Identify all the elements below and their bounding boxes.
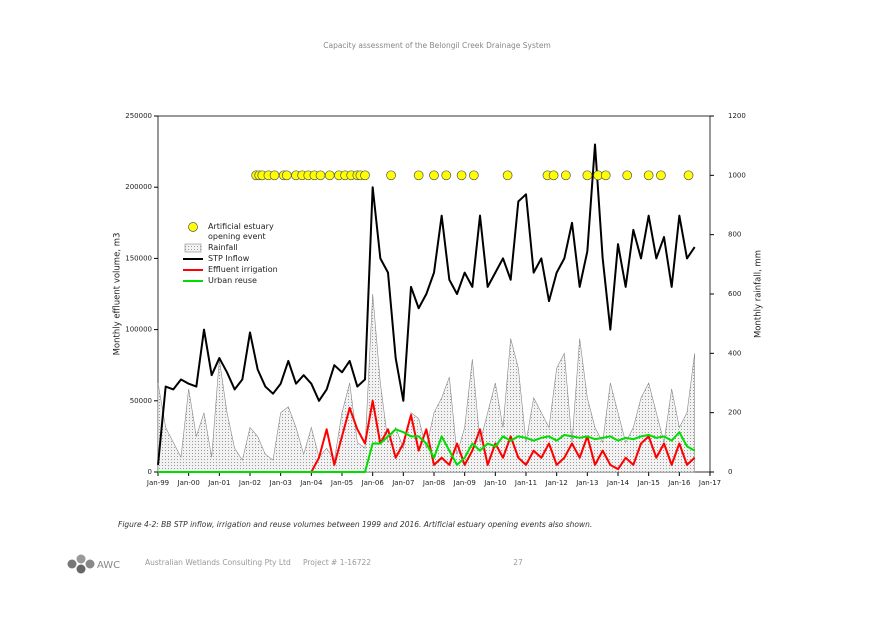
- event-marker: [360, 170, 370, 181]
- event-marker: [441, 170, 452, 181]
- x-tick-label: Jan-99: [146, 479, 169, 487]
- y-tick-label: 250000: [125, 112, 152, 120]
- page-number: 27: [513, 558, 523, 567]
- x-tick-label: Jan-14: [606, 479, 630, 487]
- event-marker: [413, 170, 424, 181]
- legend-item: Rainfall: [182, 243, 294, 253]
- company: Australian Wetlands Consulting Pty Ltd: [145, 558, 291, 567]
- event-marker: [269, 170, 280, 181]
- plot-area: 0 50000 100000 150000 200000 250000 0 200 400 600…: [125, 112, 746, 487]
- x-tick-label: Jan-05: [330, 479, 353, 487]
- caption: Figure 4-2: BB STP inflow, irrigation an…: [118, 520, 592, 529]
- y2-tick-label: 400: [728, 349, 741, 357]
- x-tick-label: Jan-04: [299, 479, 323, 487]
- event-marker: [502, 170, 513, 181]
- event-marker: [429, 170, 439, 181]
- project: Project # 1-16722: [303, 558, 371, 567]
- event-marker: [324, 170, 335, 181]
- x-tick-label: Jan-00: [177, 479, 200, 487]
- legend-label: STP Inflow: [208, 254, 250, 263]
- event-marker: [561, 170, 571, 181]
- rainfall-area: [157, 293, 695, 473]
- x-tick-label: Jan-08: [422, 479, 445, 487]
- y2-tick-label: 0: [728, 468, 732, 476]
- x-tick-label: Jan-03: [269, 479, 292, 487]
- logo: [67, 554, 95, 574]
- x-tick-label: Jan-07: [391, 479, 414, 487]
- x-tick-label: Jan-16: [667, 479, 691, 487]
- logo-text: AWC: [97, 560, 120, 571]
- x-tick-label: Jan-11: [514, 479, 537, 487]
- legend-label: Artificial estuary opening event: [208, 222, 274, 241]
- y-axis-title: Monthly effluent volume, m3: [113, 233, 123, 356]
- event-marker: [548, 170, 559, 181]
- legend-label: Rainfall: [208, 243, 238, 252]
- event-marker: [315, 170, 326, 181]
- y2-tick-label: 600: [728, 290, 741, 298]
- x-tick-label: Jan-17: [698, 479, 721, 487]
- event-marker: [600, 170, 611, 181]
- y-tick-label: 50000: [130, 397, 152, 405]
- y-tick-label: 100000: [125, 326, 152, 334]
- y-tick-label: 150000: [125, 254, 152, 262]
- x-tick-label: Jan-10: [483, 479, 506, 487]
- x-tick-label: Jan-15: [637, 479, 660, 487]
- event-marker: [656, 170, 666, 181]
- y2-tick-label: 1200: [728, 112, 746, 120]
- y-tick-label: 0: [148, 468, 152, 476]
- x-tick-label: Jan-13: [575, 479, 598, 487]
- series-line: [157, 143, 696, 465]
- legend-item: STP Inflow: [182, 254, 294, 264]
- event-marker: [622, 170, 633, 181]
- legend-swatch: [183, 258, 203, 260]
- event-marker: [386, 170, 396, 181]
- y2-tick-label: 1000: [728, 171, 746, 179]
- event-marker: [281, 170, 292, 181]
- x-tick-label: Jan-12: [545, 479, 568, 487]
- event-marker: [582, 170, 593, 181]
- x-tick-label: Jan-06: [361, 479, 385, 487]
- y-tick-label: 200000: [125, 183, 152, 191]
- event-marker: [683, 170, 694, 181]
- x-tick-label: Jan-02: [238, 479, 261, 487]
- y2-tick-label: 200: [728, 409, 741, 417]
- legend-item: Urban reuse: [182, 276, 294, 286]
- y2-tick-label: 800: [728, 231, 741, 239]
- event-marker: [456, 170, 467, 181]
- legend-label: Urban reuse: [208, 276, 257, 285]
- legend-item: Artificial estuary opening event: [182, 222, 294, 242]
- header-title: Capacity assessment of the Belongil Cree…: [323, 41, 551, 50]
- legend: Artificial estuary opening event Rainfall…: [182, 222, 294, 287]
- event-marker: [643, 170, 654, 181]
- legend-swatch: [183, 269, 203, 271]
- legend-swatch: [183, 280, 203, 282]
- x-tick-label: Jan-09: [453, 479, 476, 487]
- legend-swatch: [184, 243, 202, 253]
- legend-item: Effluent irrigation: [182, 265, 294, 275]
- x-tick-label: Jan-01: [207, 479, 230, 487]
- legend-label: Effluent irrigation: [208, 265, 278, 274]
- y2-axis-title: Monthly rainfall, mm: [754, 250, 764, 338]
- legend-swatch: [188, 222, 198, 232]
- series-line: [158, 428, 696, 473]
- event-marker: [469, 170, 479, 181]
